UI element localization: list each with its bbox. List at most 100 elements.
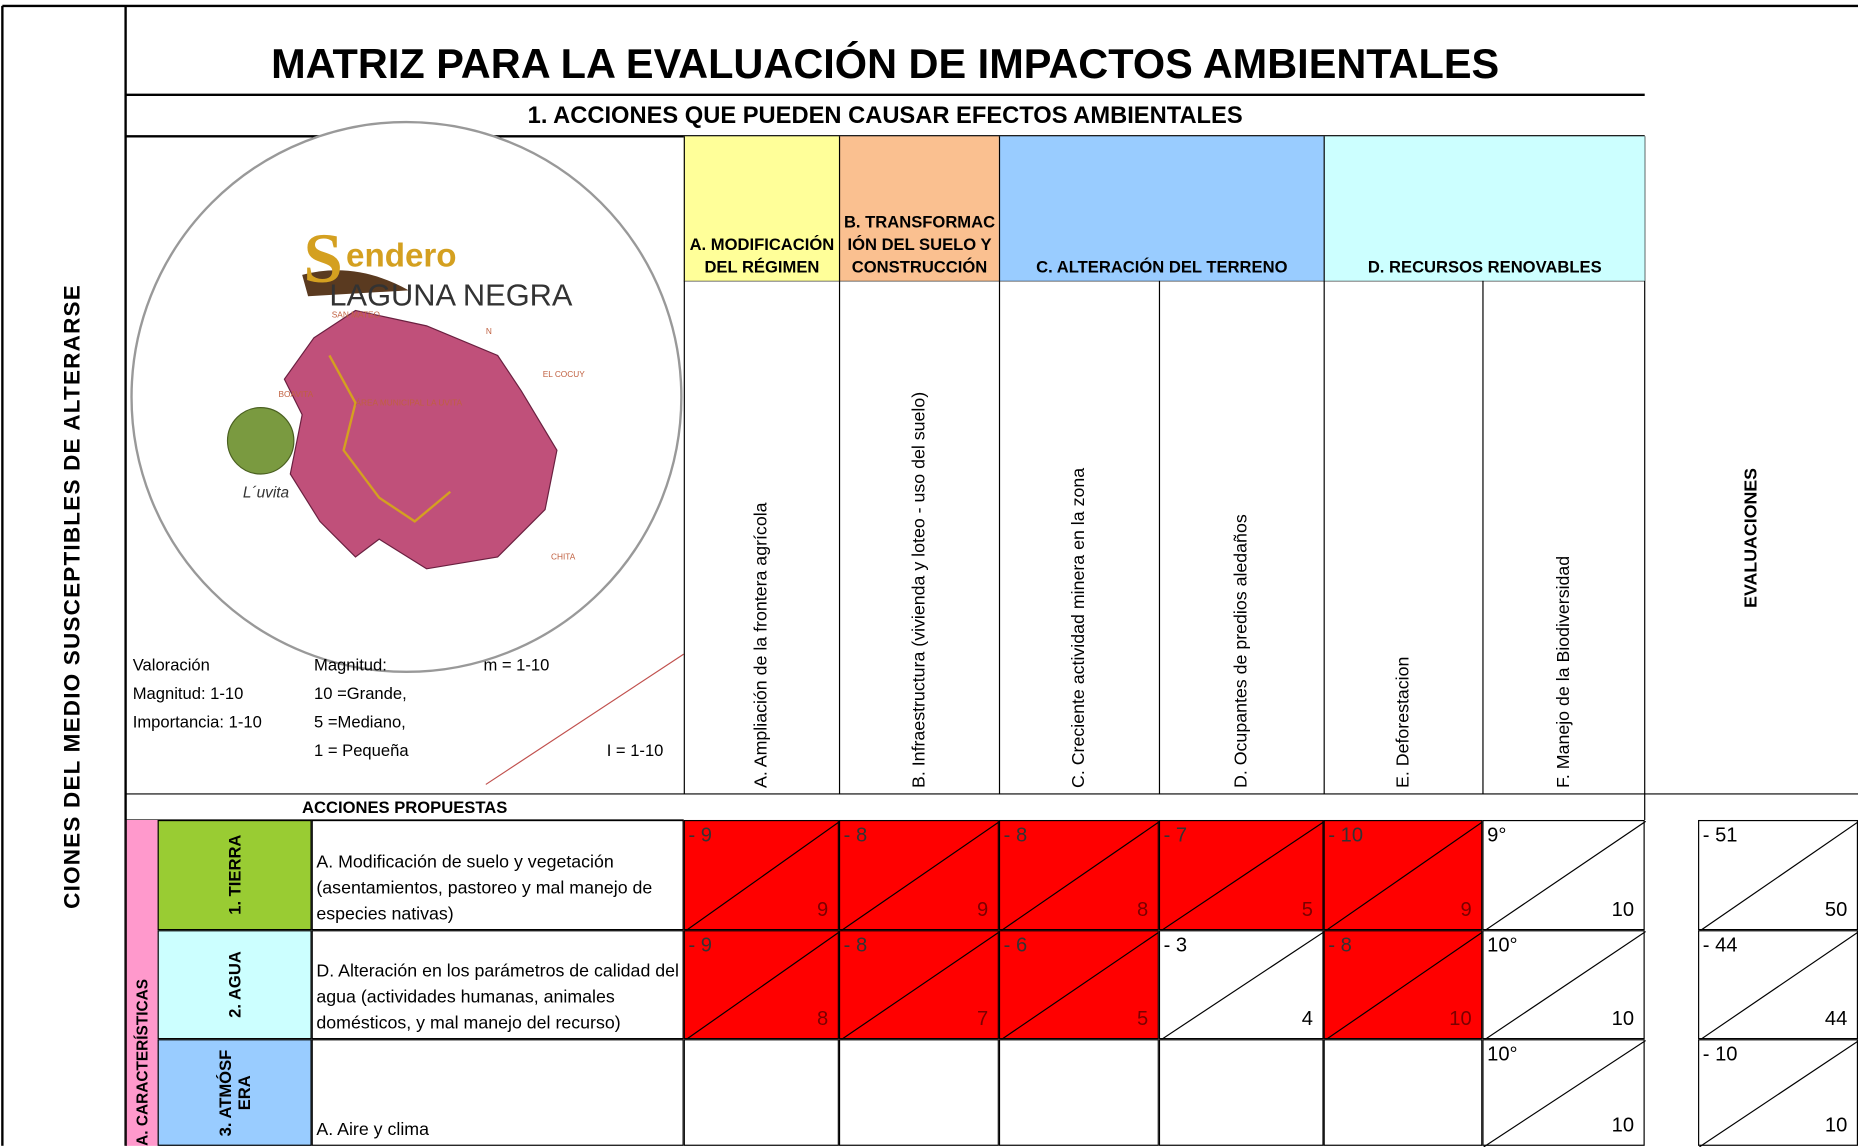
matrix-cell: - 10 9 xyxy=(1323,819,1484,932)
matrix-cell xyxy=(683,1039,839,1146)
column-label: A. Ampliación de la frontera agrícola xyxy=(751,502,772,788)
logo-map xyxy=(283,309,558,570)
magnitude: - 8 xyxy=(843,823,868,847)
map-label: N xyxy=(486,326,492,336)
description-text: D. Alteración en los parámetros de calid… xyxy=(316,960,679,1034)
group-header: C. ALTERACIÓN DEL TERRENO xyxy=(998,136,1324,281)
logo-river xyxy=(328,354,452,523)
matrix-cell: - 6 5 xyxy=(998,930,1161,1041)
importance: 5 xyxy=(1136,1007,1149,1030)
cell-diagonal xyxy=(1000,821,1161,932)
row-group: 3. ATMÓSF ERA xyxy=(157,1039,312,1146)
description-text: A. Aire y clima xyxy=(316,1119,429,1140)
group-label: D. RECURSOS RENOVABLES xyxy=(1367,257,1602,277)
importance: 7 xyxy=(977,1007,989,1030)
importance: 44 xyxy=(1824,1007,1848,1030)
group-label: B. TRANSFORMACIÓN DEL SUELO Y CONSTRUCCI… xyxy=(843,212,996,277)
map-label: ÁREA MUNICIPAL LA UVITA xyxy=(355,397,462,407)
cell-diagonal xyxy=(684,821,841,932)
logo-place: LAGUNA NEGRA xyxy=(329,278,572,313)
legend-text: 1 = Pequeña xyxy=(314,740,409,760)
legend-text: Importancia: 1-10 xyxy=(132,712,262,732)
importance: 8 xyxy=(817,1007,829,1030)
diagonal xyxy=(840,931,1001,1041)
importance: 10 xyxy=(1611,1113,1635,1137)
matrix-cell: - 10 10 xyxy=(1698,1039,1858,1147)
diagonal xyxy=(1160,821,1325,932)
cell-diagonal xyxy=(1000,931,1161,1041)
importance: 5 xyxy=(1301,898,1313,921)
cell-diagonal xyxy=(1483,821,1646,932)
magnitude: - 7 xyxy=(1163,823,1188,847)
matrix-cell: - 51 50 xyxy=(1698,819,1858,932)
importance: 10 xyxy=(1611,898,1635,921)
importance: 10 xyxy=(1449,1007,1472,1030)
cell-diagonal xyxy=(1699,1040,1858,1147)
map-label: SAN MATEO xyxy=(332,310,381,320)
magnitude: - 3 xyxy=(1163,933,1188,957)
column-cell xyxy=(998,280,1159,794)
matrix-cell xyxy=(1158,1039,1324,1146)
importance: 9 xyxy=(817,898,829,921)
importance: 10 xyxy=(1824,1113,1848,1137)
cell-diagonal xyxy=(1483,931,1646,1041)
rule xyxy=(485,653,685,785)
legend-text: Magnitud: xyxy=(314,655,387,675)
diagonal xyxy=(840,821,1001,932)
matrix-cell: 10° 10 xyxy=(1482,930,1646,1041)
magnitude: 10° xyxy=(1487,1042,1518,1066)
magnitude: - 10 xyxy=(1328,823,1364,847)
importance: 8 xyxy=(1136,898,1149,921)
map-label: BOAVITA xyxy=(278,389,313,399)
magnitude: 9° xyxy=(1487,823,1507,847)
cell-diagonal xyxy=(684,931,841,1041)
matrix-cell: - 8 9 xyxy=(838,819,1001,932)
row-description: A. Modificación de suelo y vegetación (a… xyxy=(311,819,684,931)
logo-badge xyxy=(226,407,295,475)
diagonal xyxy=(1483,931,1646,1041)
cell-diagonal xyxy=(1324,821,1484,932)
matrix-cell: - 8 10 xyxy=(1323,930,1484,1041)
legend-text: 5 =Mediano, xyxy=(314,712,406,732)
column-label: D. Ocupantes de predios aledaños xyxy=(1231,514,1252,788)
diagonal xyxy=(1699,931,1858,1041)
title: MATRIZ PARA LA EVALUACIÓN DE IMPACTOS AM… xyxy=(271,41,1500,88)
logo-initial: S xyxy=(303,220,343,298)
magnitude: - 8 xyxy=(1328,933,1352,957)
magnitude: - 8 xyxy=(843,933,868,957)
row-group: 1. TIERRA xyxy=(157,819,312,931)
cell-diagonal xyxy=(1483,1040,1646,1147)
cell-diagonal xyxy=(1699,931,1858,1041)
column-cell xyxy=(1158,280,1324,794)
map-label: EL COCUY xyxy=(543,369,586,379)
matrix-cell: 10° 10 xyxy=(1482,1039,1646,1147)
legend-text: Valoración xyxy=(132,655,210,675)
cell-diagonal xyxy=(1160,931,1325,1041)
legend-text: I = 1-10 xyxy=(606,740,664,760)
diagonal xyxy=(1324,931,1484,1041)
magnitude: - 8 xyxy=(1003,823,1028,847)
matrix-cell: 9° 10 xyxy=(1482,819,1646,932)
diagonal xyxy=(1483,1040,1646,1147)
legend-text: m = 1-10 xyxy=(483,655,550,675)
diagonal xyxy=(1160,931,1325,1041)
logo-s-base xyxy=(302,270,409,297)
magnitude: - 9 xyxy=(688,823,712,847)
row-group: 2. AGUA xyxy=(157,930,312,1040)
diagonal xyxy=(684,931,841,1041)
matrix-cell xyxy=(838,1039,999,1146)
group-header: A. MODIFICACIÓN DEL RÉGIMEN xyxy=(683,136,839,281)
magnitude: - 44 xyxy=(1702,933,1738,957)
importance: 4 xyxy=(1301,1007,1313,1030)
diagonal xyxy=(1699,1040,1858,1147)
column-label: B. Infraestructura (vivienda y loteo - u… xyxy=(908,391,930,788)
subtitle: 1. ACCIONES QUE PUEDEN CAUSAR EFECTOS AM… xyxy=(527,103,1243,130)
row-description: D. Alteración en los parámetros de calid… xyxy=(311,930,684,1040)
cell-diagonal xyxy=(840,821,1001,932)
matrix-cell: - 9 8 xyxy=(683,930,841,1041)
cell-diagonal xyxy=(1699,821,1858,932)
cell-diagonal xyxy=(840,931,1001,1041)
side-label: CIONES DEL MEDIO SUSCEPTIBLES DE ALTERAR… xyxy=(60,284,86,910)
logo-brand: L´uvita xyxy=(243,485,290,502)
